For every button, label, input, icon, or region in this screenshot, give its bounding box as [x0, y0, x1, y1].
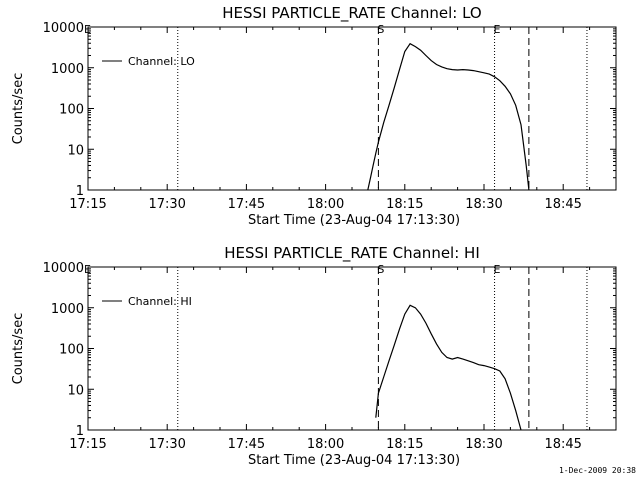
x-tick-label: 18:00	[307, 197, 344, 212]
plot-frame	[87, 26, 617, 191]
y-tick-label: 10000	[43, 21, 84, 36]
y-tick-label: 1000	[51, 62, 84, 77]
x-tick-label: 18:45	[544, 197, 581, 212]
series-line-1	[375, 304, 522, 431]
x-tick-label: 17:45	[228, 197, 265, 212]
x-axis-label: Start Time (23-Aug-04 17:13:30)	[248, 213, 460, 228]
y-axis-label: Counts/sec	[11, 73, 26, 145]
y-tick-label: 1000	[51, 302, 84, 317]
legend-label: Channel: HI	[128, 295, 192, 308]
marker-label-s: S	[377, 263, 384, 276]
y-tick-label: 100	[59, 343, 84, 358]
x-tick-label: 17:15	[69, 437, 106, 452]
y-tick-label: 10	[67, 143, 84, 158]
marker-label-e: E	[494, 263, 501, 276]
y-tick-label: 10000	[43, 261, 84, 276]
y-tick-label: 10	[67, 383, 84, 398]
x-tick-label: 17:45	[228, 437, 265, 452]
y-tick-label: 100	[59, 103, 84, 118]
marker-label-s: S	[377, 23, 384, 36]
chart-title: HESSI PARTICLE_RATE Channel: LO	[222, 4, 481, 23]
series-line-1	[367, 42, 530, 191]
x-tick-label: 17:30	[148, 197, 185, 212]
x-tick-label: 17:30	[148, 437, 185, 452]
x-tick-label: 18:30	[465, 197, 502, 212]
x-tick-label: 18:45	[544, 437, 581, 452]
y-axis-label: Counts/sec	[11, 313, 26, 385]
x-tick-label: 18:15	[386, 437, 423, 452]
footer-timestamp: 1-Dec-2009 20:38	[558, 466, 636, 475]
x-tick-label: 17:15	[69, 197, 106, 212]
chart-title: HESSI PARTICLE_RATE Channel: HI	[224, 244, 480, 263]
x-axis-label: Start Time (23-Aug-04 17:13:30)	[248, 453, 460, 468]
x-tick-label: 18:15	[386, 197, 423, 212]
y-tick-label: 1	[76, 424, 84, 439]
y-tick-label: 1	[76, 184, 84, 199]
x-tick-label: 18:00	[307, 437, 344, 452]
marker-label-e: E	[494, 23, 501, 36]
plot-frame	[87, 266, 617, 431]
legend-label: Channel: LO	[128, 55, 195, 68]
x-tick-label: 18:30	[465, 437, 502, 452]
